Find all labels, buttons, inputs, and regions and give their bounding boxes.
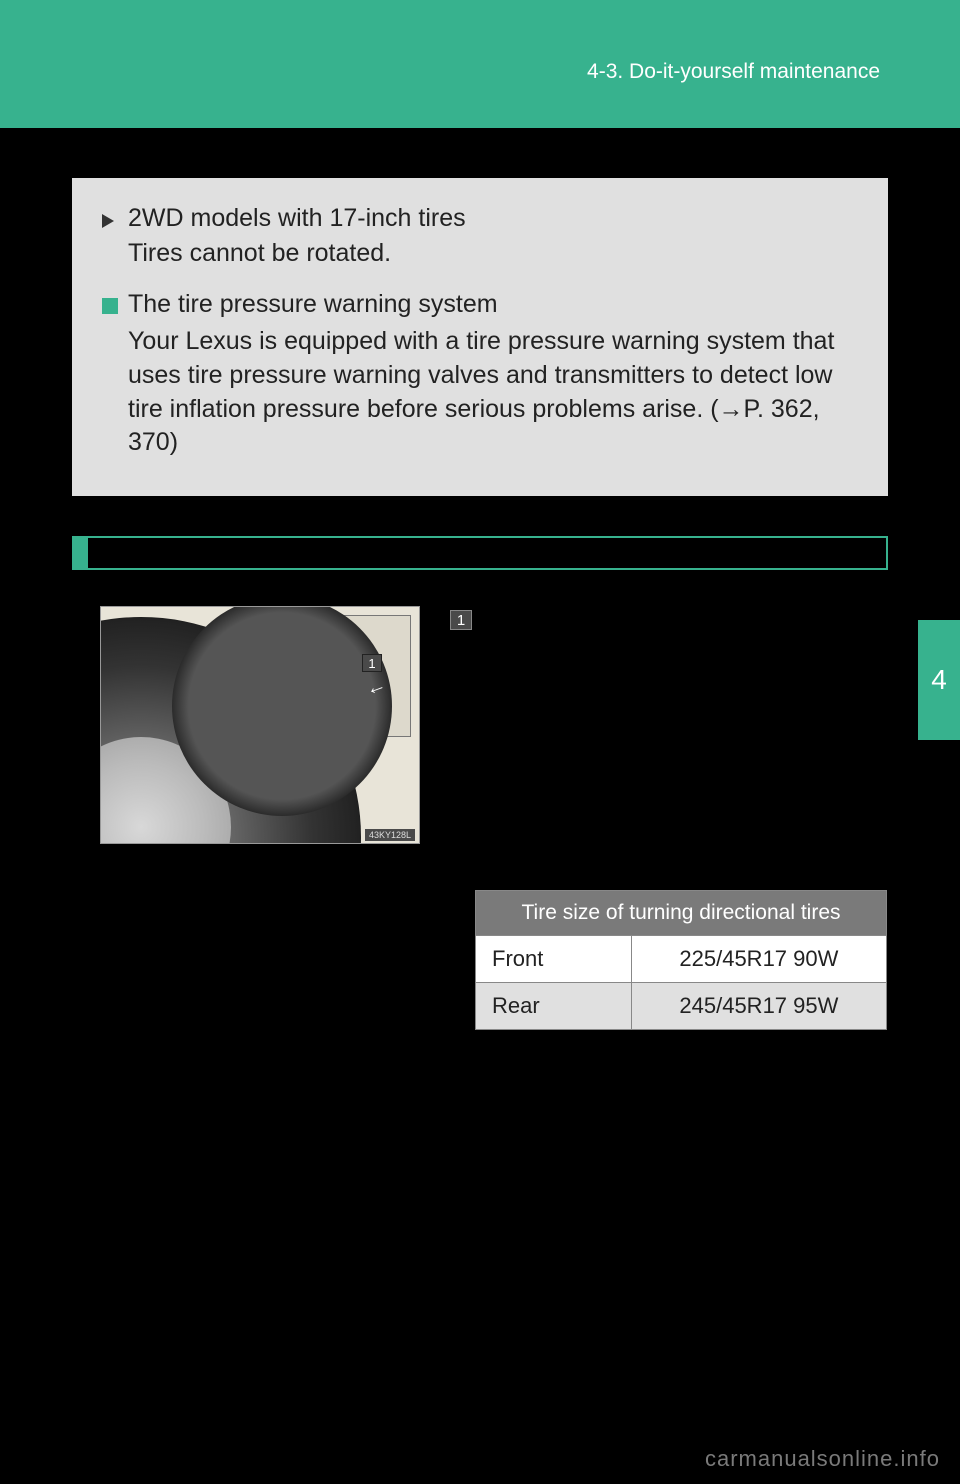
figure-row: 1 ← 43KY128L 1 xyxy=(100,606,888,844)
table-cell-value: 225/45R17 90W xyxy=(632,936,886,982)
square-bullet-icon xyxy=(102,298,118,314)
table-cell-label: Front xyxy=(476,936,632,982)
table-row: Front 225/45R17 90W xyxy=(476,935,886,982)
triangle-bullet-icon xyxy=(102,214,114,228)
info-box: 2WD models with 17-inch tires Tires cann… xyxy=(72,178,888,496)
callout-tire-illustration xyxy=(172,606,392,816)
table-header: Tire size of turning directional tires xyxy=(476,891,886,935)
chapter-tab: 4 xyxy=(918,620,960,740)
page-header: 4-3. Do-it-yourself maintenance xyxy=(0,0,960,128)
image-code-label: 43KY128L xyxy=(365,829,415,841)
legend-number-badge: 1 xyxy=(450,610,472,630)
watermark-text: carmanualsonline.info xyxy=(705,1446,940,1472)
model-heading-row: 2WD models with 17-inch tires xyxy=(102,204,858,233)
tire-size-table: Tire size of turning directional tires F… xyxy=(475,890,887,1030)
subsection-heading-row: The tire pressure warning system xyxy=(102,290,858,319)
model-title: 2WD models with 17-inch tires xyxy=(128,204,466,233)
table-cell-label: Rear xyxy=(476,983,632,1029)
section-breadcrumb: 4-3. Do-it-yourself maintenance xyxy=(587,60,880,84)
subsection-title: The tire pressure warning system xyxy=(128,290,498,319)
figure-legend: 1 xyxy=(450,606,888,844)
model-note: Tires cannot be rotated. xyxy=(128,239,858,268)
table-row: Rear 245/45R17 95W xyxy=(476,982,886,1029)
callout-inset: 1 ← xyxy=(271,615,411,737)
section-divider-bar xyxy=(72,536,888,570)
arrow-icon: → xyxy=(719,395,744,423)
subsection-body: Your Lexus is equipped with a tire press… xyxy=(128,325,858,460)
tire-figure: 1 ← 43KY128L xyxy=(100,606,420,844)
callout-number-badge: 1 xyxy=(362,654,382,672)
table-cell-value: 245/45R17 95W xyxy=(632,983,886,1029)
chapter-number: 4 xyxy=(931,664,947,696)
